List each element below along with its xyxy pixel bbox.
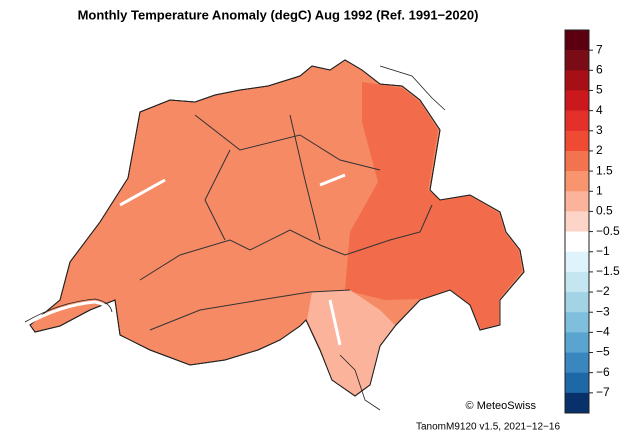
- colorbar-swatch: [565, 211, 589, 232]
- colorbar-swatch: [565, 352, 589, 373]
- colorbar-label: 3: [596, 123, 603, 137]
- eastern-region: [345, 82, 522, 329]
- colorbar-swatch: [565, 332, 589, 353]
- colorbar-label: −6: [596, 365, 610, 379]
- colorbar-swatch: [565, 110, 589, 132]
- lakes: [24, 68, 430, 346]
- colorbar-label: −2: [596, 284, 610, 298]
- colorbar-swatch: [565, 251, 589, 273]
- country-outline: [29, 59, 525, 397]
- lake-outlines: [24, 65, 446, 411]
- colorbar-label: 6: [596, 62, 603, 76]
- colorbar-swatch: [565, 30, 589, 51]
- colorbar-label: −4: [596, 325, 610, 339]
- colorbar-label: −1: [596, 244, 610, 258]
- colorbar-label: 1: [596, 183, 603, 197]
- region-lines: [139, 114, 433, 331]
- map-title: Monthly Temperature Anomaly (degC) Aug 1…: [78, 7, 479, 22]
- colorbar-label: 0.5: [596, 204, 613, 218]
- colorbar-swatch: [565, 130, 589, 152]
- version-label: TanomM9120 v1.5, 2021−12−16: [416, 422, 560, 433]
- colorbar-swatch: [565, 392, 589, 414]
- colorbar-label: −0.5: [596, 224, 620, 238]
- credit: © MeteoSwiss: [466, 400, 537, 412]
- colorbar-label: 2: [596, 143, 603, 157]
- colorbar-label: −5: [596, 345, 610, 359]
- colorbar-label: 5: [596, 83, 603, 97]
- colorbar-swatch: [565, 372, 589, 394]
- colorbar-swatch: [565, 50, 589, 71]
- colorbar-frame: [564, 29, 590, 414]
- ticino-region: [307, 290, 395, 395]
- colorbar-swatch: [565, 70, 589, 91]
- colorbar-swatch: [565, 312, 589, 333]
- colorbar-swatch: [565, 90, 589, 111]
- colorbar-label: −3: [596, 304, 610, 318]
- colorbar-swatch: [565, 231, 589, 253]
- colorbar-swatch: [565, 292, 589, 313]
- colorbar-label: 7: [596, 42, 603, 56]
- colorbar-swatch: [565, 191, 589, 212]
- colorbar-swatch: [565, 271, 589, 293]
- colorbar-label: 4: [596, 103, 603, 117]
- colorbar: 7 6 5 4 3 2 1.5 1 0.5 −0.5 −1 −1.5 −2 −3 −4 −5 −6 −7: [564, 29, 620, 414]
- switzerland-map: [24, 59, 525, 411]
- colorbar-swatch: [565, 150, 589, 172]
- colorbar-label: −7: [596, 385, 610, 399]
- colorbar-label: 1.5: [596, 163, 613, 177]
- colorbar-label: −1.5: [596, 264, 620, 278]
- colorbar-swatch: [565, 171, 589, 192]
